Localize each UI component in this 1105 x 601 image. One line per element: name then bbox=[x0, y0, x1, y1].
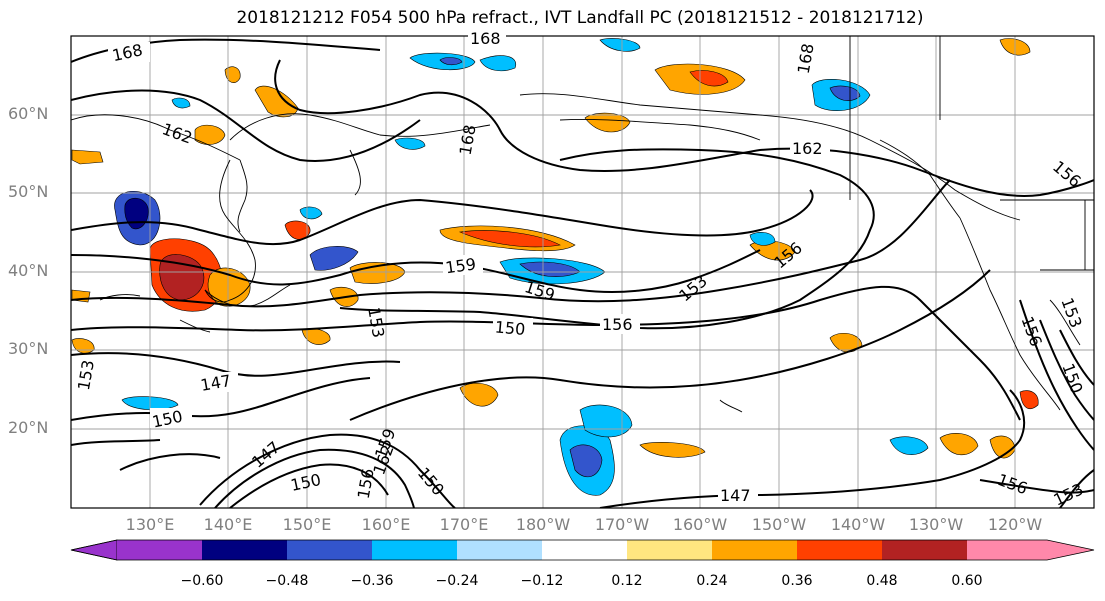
height-contours bbox=[71, 38, 1094, 508]
lon-label: 170°E bbox=[439, 515, 489, 534]
lon-label: 130°W bbox=[908, 515, 964, 534]
colorbar-segment bbox=[1047, 540, 1094, 560]
colorbar-segment bbox=[627, 540, 712, 560]
lat-label: 60°N bbox=[8, 104, 49, 123]
colorbar-segment bbox=[372, 540, 457, 560]
map-frame bbox=[70, 35, 1095, 509]
gridlines bbox=[71, 36, 1094, 508]
colorbar-segment bbox=[202, 540, 287, 560]
contour-label: 168 bbox=[470, 29, 501, 48]
colorbar-tick-label: 0.36 bbox=[781, 573, 813, 589]
lon-label: 140°W bbox=[830, 515, 886, 534]
coastlines bbox=[71, 36, 1094, 413]
colorbar-segment bbox=[882, 540, 967, 560]
contour-label: 150 bbox=[494, 317, 526, 339]
lon-label: 140°E bbox=[203, 515, 253, 534]
colorbar-tick-label: 0.48 bbox=[866, 573, 898, 589]
lon-label: 170°W bbox=[594, 515, 650, 534]
contour-label: 156 bbox=[602, 315, 633, 334]
colorbar-tick-label: −0.36 bbox=[350, 573, 394, 589]
lat-label: 20°N bbox=[8, 418, 49, 437]
colorbar-segment bbox=[967, 540, 1047, 560]
contour-label: 162 bbox=[792, 139, 823, 158]
colorbar-segment bbox=[117, 540, 202, 560]
lat-label: 40°N bbox=[8, 261, 49, 280]
contour-label: 159 bbox=[444, 254, 477, 277]
colorbar-segment bbox=[70, 539, 118, 561]
lon-label: 150°E bbox=[282, 515, 332, 534]
colorbar-tick-label: −0.24 bbox=[435, 573, 479, 589]
colorbar-tick-label: 0.24 bbox=[696, 573, 728, 589]
colorbar-tick-label: −0.48 bbox=[265, 573, 309, 589]
colorbar bbox=[70, 539, 1095, 561]
lat-label: 30°N bbox=[8, 339, 49, 358]
lon-label: 150°W bbox=[751, 515, 807, 534]
lon-label: 180°W bbox=[515, 515, 571, 534]
colorbar-tick-label: −0.60 bbox=[180, 573, 224, 589]
colorbar-segment bbox=[712, 540, 797, 560]
colorbar-segment bbox=[287, 540, 372, 560]
colorbar-segment bbox=[542, 540, 627, 560]
shaded-anomaly-patches bbox=[71, 38, 1039, 496]
contour-label: 147 bbox=[720, 486, 751, 505]
colorbar-tick-label: −0.12 bbox=[520, 573, 564, 589]
colorbar-segment bbox=[457, 540, 542, 560]
colorbar-tick-label: 0.12 bbox=[611, 573, 643, 589]
colorbar-tick-label: 0.60 bbox=[951, 573, 983, 589]
lat-label: 50°N bbox=[8, 182, 49, 201]
colorbar-segment bbox=[797, 540, 882, 560]
lon-label: 120°W bbox=[987, 515, 1043, 534]
lon-label: 160°W bbox=[672, 515, 728, 534]
lon-label: 160°E bbox=[361, 515, 411, 534]
map-title: 2018121212 F054 500 hPa refract., IVT La… bbox=[236, 8, 924, 28]
lon-label: 130°E bbox=[125, 515, 175, 534]
